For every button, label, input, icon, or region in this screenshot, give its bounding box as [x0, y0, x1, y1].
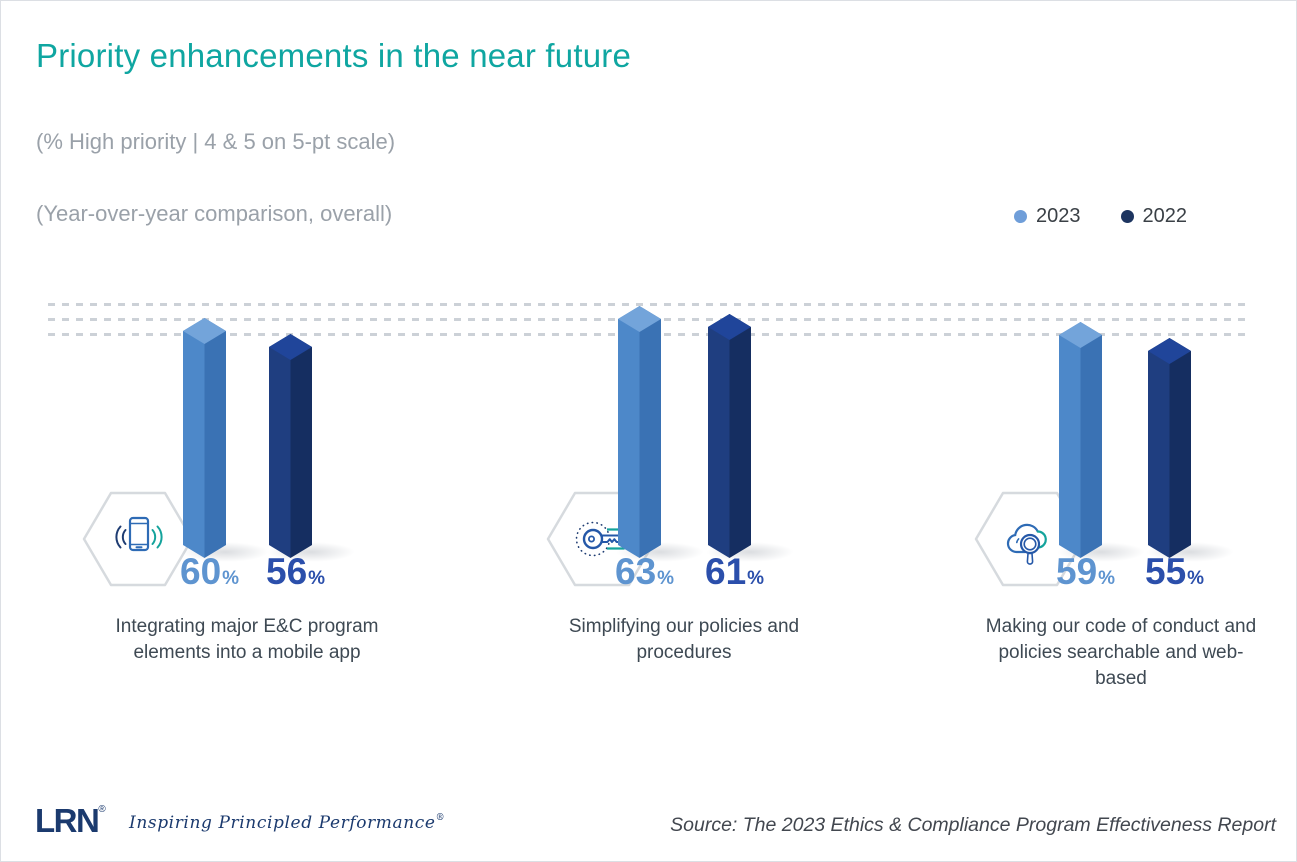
dashed-gridline-2	[48, 318, 1249, 321]
legend: 2023 2022	[1014, 205, 1187, 228]
tagline-registered-mark: ®	[435, 813, 446, 823]
subtitle-scale: (% High priority | 4 & 5 on 5-pt scale)	[36, 129, 396, 154]
legend-label-2023: 2023	[1036, 205, 1081, 227]
bar-shadow	[1146, 542, 1234, 562]
bar-shadow	[706, 542, 794, 562]
value-label-2022-group2: 61%	[705, 551, 765, 592]
source-credit: Source: The 2023 Ethics & Compliance Pro…	[670, 814, 1276, 836]
dashed-gridline-3	[48, 333, 1249, 336]
lrn-logo-text: LRN	[35, 802, 100, 839]
vibrating-mobile-phone-icon	[115, 516, 163, 552]
bar-2022-group1	[269, 334, 312, 558]
key-icon	[575, 521, 625, 557]
category-label-3: Making our code of conduct and policies …	[985, 616, 1257, 690]
category-label-1: Integrating major E&C program elements i…	[115, 616, 379, 664]
legend-item-2022: 2022	[1120, 205, 1188, 228]
dashed-gridline-1	[48, 303, 1249, 306]
bar-2022-group2	[708, 314, 751, 558]
legend-item-2023: 2023	[1014, 205, 1081, 228]
cloud-search-icon	[1006, 523, 1047, 565]
bar-2022-group3	[1148, 338, 1191, 558]
registered-mark: ®	[98, 804, 106, 815]
value-label-2022-group1: 56%	[266, 551, 326, 592]
bar-shadow	[181, 542, 269, 562]
legend-dot-2023	[1014, 210, 1027, 223]
category-label-2: Simplifying our policies and procedures	[568, 616, 800, 664]
legend-dot-2022	[1120, 210, 1134, 223]
hex-badge-cloud-search	[974, 490, 1086, 588]
page-title: Priority enhancements in the near future	[36, 37, 631, 74]
bar-shadow	[267, 542, 355, 562]
subtitle-comparison: (Year-over-year comparison, overall)	[36, 201, 393, 226]
value-label-2022-group3: 55%	[1145, 551, 1205, 592]
hex-badge-key	[546, 490, 658, 588]
lrn-logo: LRN®	[35, 802, 106, 840]
legend-label-2022: 2022	[1142, 205, 1188, 227]
hex-badge-mobile	[82, 490, 194, 588]
lrn-tagline: Inspiring Principled Performance®	[129, 813, 446, 833]
